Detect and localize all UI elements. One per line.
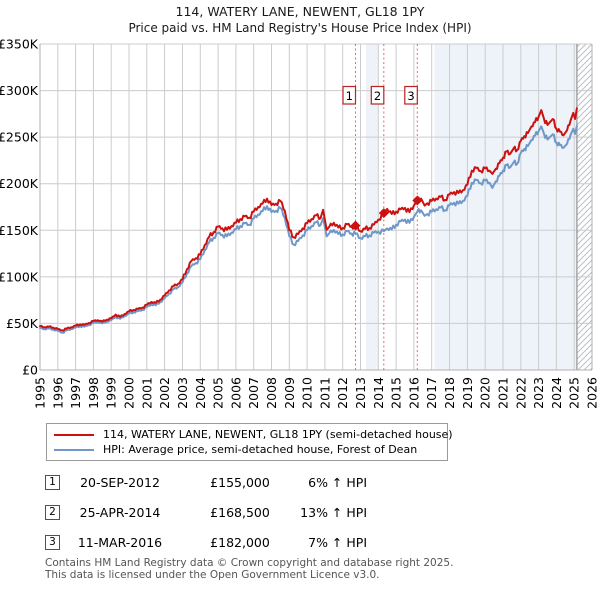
transaction-date: 25-APR-2014 — [79, 505, 161, 520]
svg-text:2007: 2007 — [246, 377, 261, 409]
hpi-line-swatch — [54, 448, 94, 451]
svg-text:2001: 2001 — [139, 377, 154, 409]
svg-text:2025: 2025 — [567, 377, 582, 409]
svg-text:2015: 2015 — [389, 377, 404, 409]
svg-text:£0: £0 — [22, 363, 38, 378]
svg-text:2021: 2021 — [496, 377, 511, 409]
page-title: 114, WATERY LANE, NEWENT, GL18 1PY — [175, 4, 425, 19]
transaction-hpi-change: 7% ↑ HPI — [308, 535, 367, 550]
transaction-hpi-change: 6% ↑ HPI — [308, 475, 367, 490]
svg-text:2010: 2010 — [300, 377, 315, 409]
chart-legend: 114, WATERY LANE, NEWENT, GL18 1PY (semi… — [46, 423, 453, 461]
legend-label-property: 114, WATERY LANE, NEWENT, GL18 1PY (semi… — [103, 428, 453, 441]
svg-text:2004: 2004 — [193, 377, 208, 409]
transaction-marker-2 — [378, 208, 389, 219]
svg-text:2026: 2026 — [585, 377, 600, 409]
transaction-number-badge: 1 — [45, 475, 60, 490]
svg-text:2019: 2019 — [460, 377, 475, 409]
transaction-hpi-change: 13% ↑ HPI — [300, 505, 367, 520]
legend-item-hpi: HPI: Average price, semi-detached house,… — [47, 442, 447, 457]
transaction-markers: 1 2 3 — [342, 85, 423, 231]
page-subtitle: Price paid vs. HM Land Registry's House … — [128, 21, 472, 35]
shaded-bands — [365, 44, 577, 370]
transaction-date: 11-MAR-2016 — [77, 535, 163, 550]
gridlines — [39, 43, 593, 371]
svg-text:£150K: £150K — [0, 223, 39, 238]
property-price-line — [39, 107, 578, 332]
transaction-row: 3 11-MAR-2016 £182,000 7% ↑ HPI — [0, 531, 600, 561]
svg-text:£250K: £250K — [0, 130, 39, 145]
svg-text:2018: 2018 — [442, 377, 457, 409]
transaction-number-badge: 2 — [45, 505, 60, 520]
svg-text:2013: 2013 — [353, 377, 368, 409]
license-note: Contains HM Land Registry data © Crown c… — [45, 557, 585, 581]
svg-text:2022: 2022 — [513, 377, 528, 409]
svg-text:2005: 2005 — [211, 377, 226, 409]
transaction-row: 2 25-APR-2014 £168,500 13% ↑ HPI — [0, 501, 600, 531]
transaction-marker-3 — [412, 195, 423, 206]
svg-text:2014: 2014 — [371, 377, 386, 409]
svg-text:£300K: £300K — [0, 83, 39, 98]
marker-label-box-3 — [404, 85, 418, 105]
svg-text:2000: 2000 — [122, 377, 137, 409]
svg-text:2011: 2011 — [317, 377, 332, 409]
marker-label-box-2 — [370, 85, 385, 105]
marker-label-2: 2 — [374, 89, 381, 103]
transaction-number-badge: 3 — [45, 535, 60, 550]
property-line-swatch — [54, 433, 94, 436]
svg-text:£100K: £100K — [0, 269, 39, 284]
price-chart: £0 £50K £100K £150K £200K £250K £300K £350K 1995… — [0, 37, 600, 409]
svg-text:2006: 2006 — [228, 377, 243, 409]
transaction-marker-1 — [350, 220, 361, 231]
svg-text:2017: 2017 — [424, 377, 439, 409]
svg-text:2012: 2012 — [335, 377, 350, 409]
svg-text:1997: 1997 — [68, 377, 83, 409]
svg-text:2003: 2003 — [175, 377, 190, 409]
marker-label-box-1 — [342, 85, 357, 105]
legend-label-hpi: HPI: Average price, semi-detached house,… — [103, 443, 418, 456]
marker-label-3: 3 — [407, 89, 414, 103]
svg-text:2009: 2009 — [282, 377, 297, 409]
x-axis-labels: 1995 1996 1997 1998 1999 2000 2001 2002 2003 2004… — [33, 377, 600, 409]
svg-text:£200K: £200K — [0, 176, 39, 191]
svg-text:1995: 1995 — [33, 377, 48, 409]
svg-text:£50K: £50K — [6, 316, 39, 331]
svg-text:2024: 2024 — [549, 377, 564, 409]
license-line-1: Contains HM Land Registry data © Crown c… — [45, 557, 454, 569]
svg-text:2023: 2023 — [531, 377, 546, 409]
transaction-price: £155,000 — [210, 475, 270, 490]
transaction-price: £168,500 — [210, 505, 270, 520]
svg-text:1998: 1998 — [86, 377, 101, 409]
transaction-row: 1 20-SEP-2012 £155,000 6% ↑ HPI — [0, 471, 600, 501]
license-line-2: This data is licensed under the Open Gov… — [45, 568, 380, 581]
svg-text:1999: 1999 — [104, 377, 119, 409]
transactions-table: 1 20-SEP-2012 £155,000 6% ↑ HPI 2 25-APR… — [0, 471, 600, 561]
svg-text:2008: 2008 — [264, 377, 279, 409]
svg-text:£350K: £350K — [0, 37, 39, 52]
svg-text:1996: 1996 — [50, 377, 65, 409]
transaction-price: £182,000 — [210, 535, 270, 550]
svg-text:2016: 2016 — [406, 377, 421, 409]
marker-label-1: 1 — [346, 89, 353, 103]
legend-item-property: 114, WATERY LANE, NEWENT, GL18 1PY (semi… — [47, 427, 453, 442]
y-axis-labels: £0 £50K £100K £150K £200K £250K £300K £350K — [0, 37, 39, 378]
transaction-date: 20-SEP-2012 — [80, 475, 160, 490]
future-hatch-region — [576, 44, 592, 370]
svg-text:2002: 2002 — [157, 377, 172, 409]
hpi-line — [39, 125, 578, 334]
svg-text:2020: 2020 — [478, 377, 493, 409]
